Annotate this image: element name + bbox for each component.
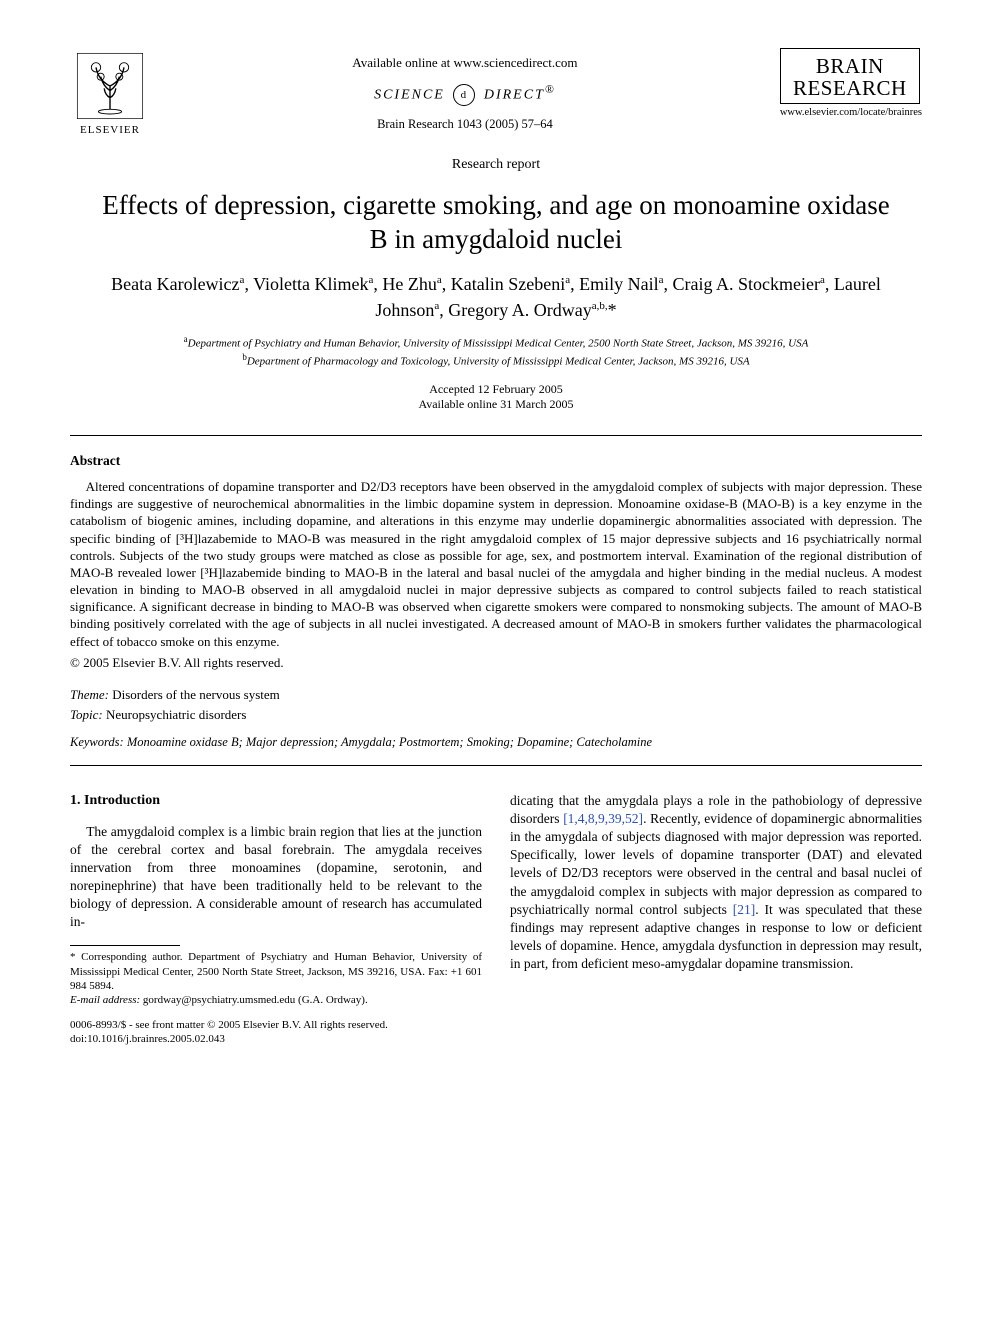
- abstract-heading: Abstract: [70, 452, 922, 470]
- keywords-line: Keywords: Monoamine oxidase B; Major dep…: [70, 734, 922, 751]
- article-section-type: Research report: [70, 156, 922, 175]
- keywords-label: Keywords:: [70, 735, 124, 749]
- journal-cover-title: BRAIN RESEARCH: [785, 55, 915, 99]
- topic-line: Topic: Neuropsychiatric disorders: [70, 705, 922, 725]
- keywords-value: Monoamine oxidase B; Major depression; A…: [127, 735, 652, 749]
- email-line: E-mail address: gordway@psychiatry.umsme…: [70, 993, 482, 1007]
- intro-paragraph-col2: dicating that the amygdala plays a role …: [510, 792, 922, 973]
- article-title: Effects of depression, cigarette smoking…: [100, 189, 892, 257]
- footnote-separator: [70, 945, 180, 946]
- footnotes: * Corresponding author. Department of Ps…: [70, 950, 482, 1007]
- journal-homepage-url: www.elsevier.com/locate/brainres: [780, 106, 922, 120]
- theme-label: Theme:: [70, 687, 109, 702]
- affiliation-a: aDepartment of Psychiatry and Human Beha…: [90, 333, 902, 352]
- affiliation-b: bDepartment of Pharmacology and Toxicolo…: [90, 351, 902, 370]
- theme-value: Disorders of the nervous system: [112, 687, 280, 702]
- publisher-logo: ELSEVIER: [70, 48, 150, 138]
- citation-link-1[interactable]: [1,4,8,9,39,52]: [563, 811, 643, 826]
- publisher-name: ELSEVIER: [80, 123, 140, 138]
- horizontal-rule-top: [70, 435, 922, 436]
- abstract-text: Altered concentrations of dopamine trans…: [70, 478, 922, 650]
- accepted-date: Accepted 12 February 2005: [70, 382, 922, 398]
- article-body: 1. Introduction The amygdaloid complex i…: [70, 792, 922, 1046]
- article-dates: Accepted 12 February 2005 Available onli…: [70, 382, 922, 413]
- journal-reference: Brain Research 1043 (2005) 57–64: [150, 116, 780, 133]
- intro-paragraph-col1: The amygdaloid complex is a limbic brain…: [70, 823, 482, 931]
- available-online-text: Available online at www.sciencedirect.co…: [150, 54, 780, 72]
- topic-value: Neuropsychiatric disorders: [106, 707, 246, 722]
- sciencedirect-logo: SCIENCE d DIRECT®: [150, 82, 780, 107]
- abstract-section: Abstract Altered concentrations of dopam…: [70, 452, 922, 671]
- page-header: ELSEVIER Available online at www.science…: [70, 48, 922, 138]
- abstract-copyright: © 2005 Elsevier B.V. All rights reserved…: [70, 654, 922, 672]
- journal-cover: BRAIN RESEARCH: [780, 48, 920, 104]
- topic-label: Topic:: [70, 707, 103, 722]
- affiliations: aDepartment of Psychiatry and Human Beha…: [90, 333, 902, 370]
- online-date: Available online 31 March 2005: [70, 397, 922, 413]
- email-label: E-mail address:: [70, 994, 140, 1006]
- horizontal-rule-bottom: [70, 765, 922, 766]
- citation-link-2[interactable]: [21]: [733, 902, 756, 917]
- theme-line: Theme: Disorders of the nervous system: [70, 685, 922, 705]
- section-heading-introduction: 1. Introduction: [70, 792, 482, 811]
- front-matter-copyright: 0006-8993/$ - see front matter © 2005 El…: [70, 1018, 482, 1032]
- journal-cover-block: BRAIN RESEARCH www.elsevier.com/locate/b…: [780, 48, 922, 120]
- author-list: Beata Karolewicza, Violetta Klimeka, He …: [110, 272, 882, 322]
- doi-block: 0006-8993/$ - see front matter © 2005 El…: [70, 1018, 482, 1047]
- corresponding-author-note: * Corresponding author. Department of Ps…: [70, 950, 482, 993]
- elsevier-tree-icon: [75, 51, 145, 121]
- doi: doi:10.1016/j.brainres.2005.02.043: [70, 1032, 482, 1046]
- header-center: Available online at www.sciencedirect.co…: [150, 48, 780, 133]
- email-value: gordway@psychiatry.umsmed.edu (G.A. Ordw…: [143, 994, 368, 1006]
- theme-topic-block: Theme: Disorders of the nervous system T…: [70, 685, 922, 724]
